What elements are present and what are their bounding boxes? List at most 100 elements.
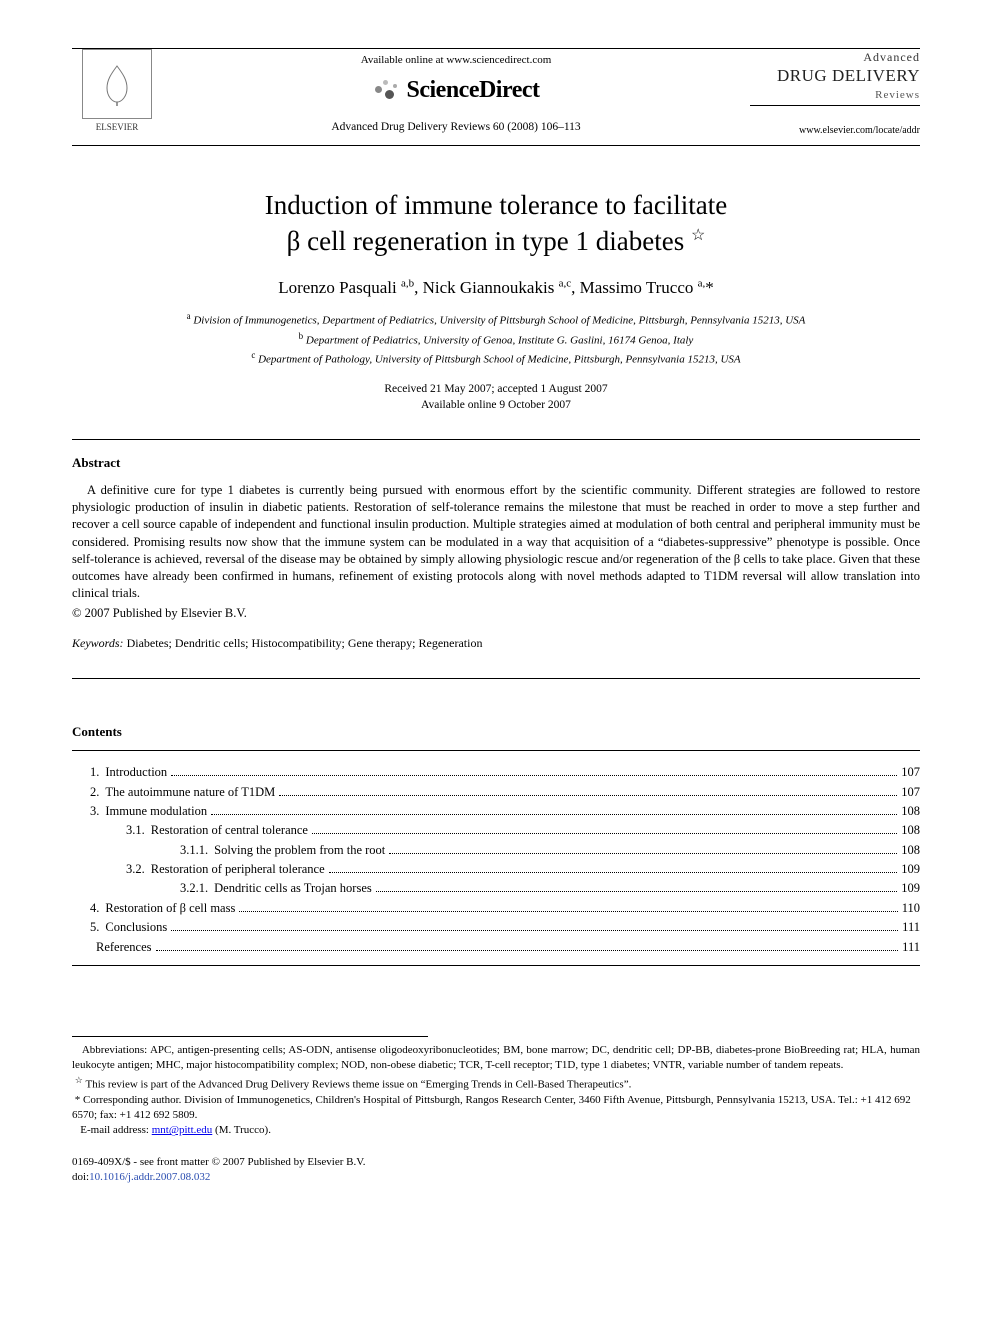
keywords-label: Keywords: — [72, 636, 124, 650]
affiliation-a-text: Division of Immunogenetics, Department o… — [193, 315, 805, 327]
sciencedirect-dots-icon — [373, 76, 401, 104]
toc-leader-dots — [171, 775, 897, 776]
toc-row[interactable]: 1.Introduction 107 — [72, 763, 920, 782]
toc-page: 111 — [902, 938, 920, 957]
publisher-logo: ELSEVIER — [72, 49, 162, 133]
title-line1: Induction of immune tolerance to facilit… — [265, 190, 728, 220]
toc-leader-dots — [312, 833, 897, 834]
affiliation-c: c Department of Pathology, University of… — [72, 349, 920, 369]
article-title: Induction of immune tolerance to facilit… — [72, 188, 920, 258]
toc-page: 107 — [901, 763, 920, 782]
header: ELSEVIER Available online at www.science… — [72, 49, 920, 137]
elsevier-tree-icon — [82, 49, 152, 119]
toc-number: 2. — [90, 783, 99, 802]
corresponding-text: Corresponding author. Division of Immuno… — [72, 1094, 911, 1121]
abstract-copyright: © 2007 Published by Elsevier B.V. — [72, 605, 920, 622]
available-date: Available online 9 October 2007 — [72, 397, 920, 413]
abstract-heading: Abstract — [72, 454, 920, 472]
affiliation-b-text: Department of Pediatrics, University of … — [306, 335, 693, 347]
title-footnote-marker: ☆ — [691, 227, 705, 244]
abbreviations-footnote: Abbreviations: APC, antigen-presenting c… — [72, 1043, 920, 1074]
affiliation-b: b Department of Pediatrics, University o… — [72, 330, 920, 350]
toc-leader-dots — [376, 891, 898, 892]
doi-link[interactable]: 10.1016/j.addr.2007.08.032 — [89, 1171, 210, 1183]
journal-brand-line2: DRUG DELIVERY — [750, 65, 920, 88]
toc-leader-dots — [156, 950, 899, 951]
toc-title: Immune modulation — [99, 802, 207, 821]
abbrev-label: Abbreviations: — [82, 1044, 147, 1056]
toc-page: 109 — [901, 860, 920, 879]
corresponding-footnote: * Corresponding author. Division of Immu… — [72, 1093, 920, 1124]
toc-title: Conclusions — [99, 918, 167, 937]
toc-page: 111 — [902, 918, 920, 937]
sciencedirect-logo: ScienceDirect — [162, 74, 750, 106]
journal-url[interactable]: www.elsevier.com/locate/addr — [750, 124, 920, 138]
toc-number: 5. — [90, 918, 99, 937]
toc-leader-dots — [389, 853, 897, 854]
toc-title: Restoration of central tolerance — [145, 821, 308, 840]
toc-leader-dots — [171, 930, 898, 931]
toc-title: Restoration of peripheral tolerance — [145, 860, 325, 879]
star-footnote-text: This review is part of the Advanced Drug… — [86, 1078, 632, 1090]
toc-row[interactable]: 3.1.1.Solving the problem from the root 1… — [72, 841, 920, 860]
front-matter-text: 0169-409X/$ - see front matter © 2007 Pu… — [72, 1155, 920, 1170]
toc-number: 1. — [90, 763, 99, 782]
affiliations: a Division of Immunogenetics, Department… — [72, 310, 920, 369]
email-footnote: E-mail address: mnt@pitt.edu (M. Trucco)… — [72, 1123, 920, 1138]
contents-bottom-rule — [72, 965, 920, 966]
footnotes-rule-segment — [72, 1036, 428, 1043]
toc-row[interactable]: 3.Immune modulation 108 — [72, 802, 920, 821]
toc-row[interactable]: 3.1.Restoration of central tolerance108 — [72, 821, 920, 840]
toc-row[interactable]: 4.Restoration of β cell mass110 — [72, 899, 920, 918]
toc-number: 4. — [90, 899, 99, 918]
keywords: Keywords: Diabetes; Dendritic cells; His… — [72, 635, 920, 651]
toc-number: 3.2. — [126, 860, 145, 879]
toc-number: 3.2.1. — [180, 879, 208, 898]
footnotes: Abbreviations: APC, antigen-presenting c… — [72, 1043, 920, 1139]
toc-page: 108 — [901, 802, 920, 821]
toc-title: The autoimmune nature of T1DM — [99, 783, 275, 802]
title-line2: β cell regeneration in type 1 diabetes — [287, 226, 685, 256]
toc-title: Introduction — [99, 763, 167, 782]
abstract-bottom-rule — [72, 678, 920, 679]
publisher-name: ELSEVIER — [96, 121, 139, 133]
sciencedirect-wordmark: ScienceDirect — [407, 74, 540, 106]
toc-number: 3.1. — [126, 821, 145, 840]
toc-leader-dots — [279, 795, 897, 796]
abstract-text: A definitive cure for type 1 diabetes is… — [72, 482, 920, 603]
authors: Lorenzo Pasquali a,b, Nick Giannoukakis … — [72, 277, 920, 301]
article-dates: Received 21 May 2007; accepted 1 August … — [72, 381, 920, 413]
toc-page: 109 — [901, 879, 920, 898]
toc-row[interactable]: References111 — [72, 938, 920, 957]
affiliation-a: a Division of Immunogenetics, Department… — [72, 310, 920, 330]
email-link[interactable]: mnt@pitt.edu — [152, 1124, 213, 1136]
affiliation-c-text: Department of Pathology, University of P… — [258, 354, 741, 366]
toc-number: 3. — [90, 802, 99, 821]
toc-row[interactable]: 3.2.Restoration of peripheral tolerance 1… — [72, 860, 920, 879]
doi-line: doi:10.1016/j.addr.2007.08.032 — [72, 1170, 920, 1185]
toc-leader-dots — [239, 911, 897, 912]
keywords-list: Diabetes; Dendritic cells; Histocompatib… — [127, 636, 483, 650]
doi-label: doi: — [72, 1171, 89, 1183]
journal-brand-line1: Advanced — [750, 49, 920, 65]
journal-brand-line3: Reviews — [750, 88, 920, 103]
toc-page: 108 — [901, 841, 920, 860]
star-footnote: ☆ This review is part of the Advanced Dr… — [72, 1074, 920, 1093]
contents-top-rule — [72, 750, 920, 751]
toc-number: 3.1.1. — [180, 841, 208, 860]
toc-row[interactable]: 3.2.1.Dendritic cells as Trojan horses10… — [72, 879, 920, 898]
toc-title: Solving the problem from the root — [208, 841, 385, 860]
abstract-body: A definitive cure for type 1 diabetes is… — [72, 482, 920, 603]
toc-row[interactable]: 5.Conclusions 111 — [72, 918, 920, 937]
toc-row[interactable]: 2.The autoimmune nature of T1DM 107 — [72, 783, 920, 802]
toc-leader-dots — [211, 814, 897, 815]
received-date: Received 21 May 2007; accepted 1 August … — [72, 381, 920, 397]
journal-reference: Advanced Drug Delivery Reviews 60 (2008)… — [162, 120, 750, 136]
journal-logo: Advanced DRUG DELIVERY Reviews www.elsev… — [750, 49, 920, 137]
toc-page: 110 — [902, 899, 920, 918]
email-label: E-mail address: — [80, 1124, 149, 1136]
journal-logo-rule — [750, 105, 920, 106]
toc-page: 107 — [901, 783, 920, 802]
table-of-contents: 1.Introduction1072.The autoimmune nature… — [72, 763, 920, 957]
abstract-top-rule — [72, 439, 920, 440]
